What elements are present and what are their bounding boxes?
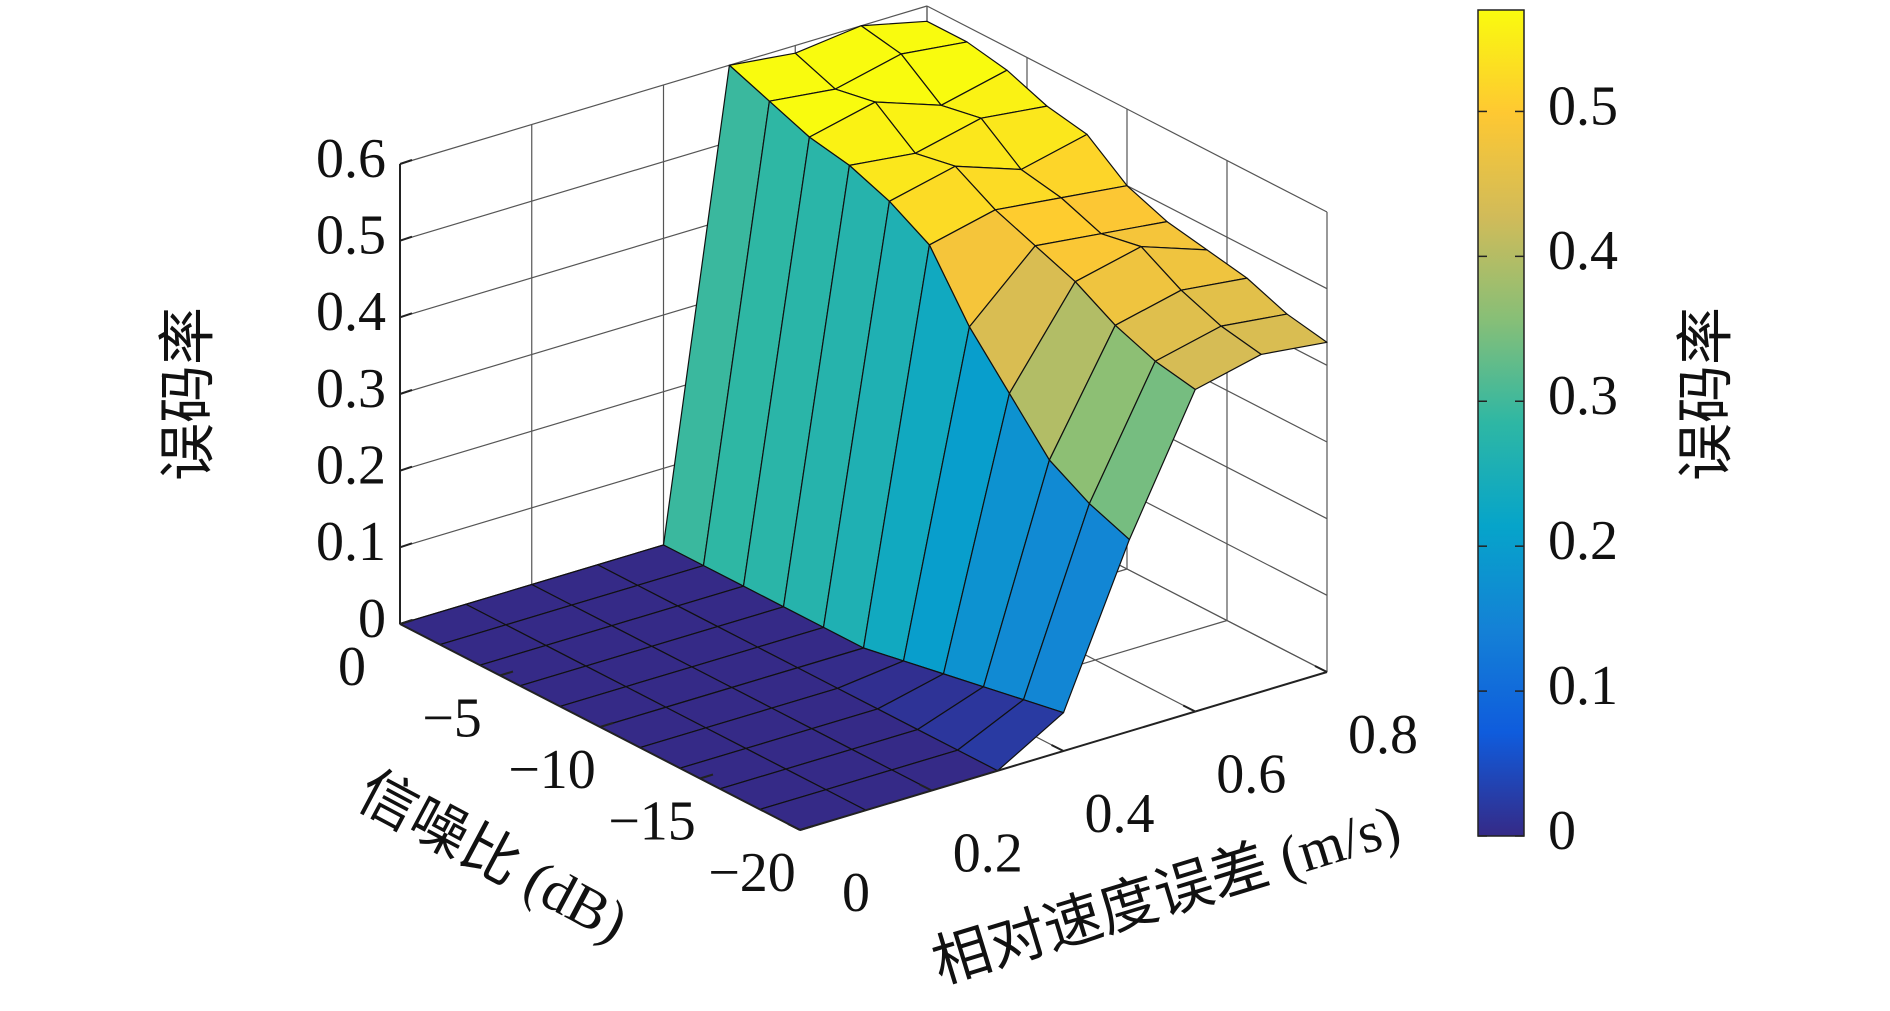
z-tick-label: 0.3 xyxy=(316,358,386,420)
surface xyxy=(399,20,1328,831)
z-tick-label: 0.2 xyxy=(316,435,386,497)
axes: 0 0.1 0.2 0.3 0.4 0.5 0.6 0 −5 −10−15−20 0 0.2 0.4 0.… xyxy=(316,128,1418,924)
y-tick xyxy=(1051,744,1064,752)
colorbar-tick-label: 0.3 xyxy=(1548,365,1618,427)
x-tick-label: 0 xyxy=(338,636,366,698)
z-tick-label: 0.4 xyxy=(316,281,386,343)
y-tick xyxy=(1182,704,1196,713)
z-tick-label: 0.1 xyxy=(316,511,386,573)
x-tick xyxy=(599,722,614,728)
colorbar-tick-label: 0.4 xyxy=(1548,220,1618,282)
y-tick-label: 0 xyxy=(842,862,870,924)
z-tick-label: 0 xyxy=(358,588,386,650)
colorbar-label: 误码率 xyxy=(1673,307,1738,481)
grid-line xyxy=(399,5,928,165)
grid-line xyxy=(926,5,1328,213)
y-tick xyxy=(1314,665,1328,673)
z-axis-label: 误码率 xyxy=(155,307,220,481)
colorbar-tick-label: 0.2 xyxy=(1548,510,1618,572)
colorbar-tick-label: 0.1 xyxy=(1548,655,1618,717)
z-tick-label: 0.6 xyxy=(316,128,386,190)
x-tick-label: −5 xyxy=(422,687,482,749)
y-tick-label: 0.8 xyxy=(1348,704,1418,766)
colorbar-tick-label: 0 xyxy=(1548,800,1576,862)
y-tick-label: 0.2 xyxy=(953,822,1023,884)
x-tick-label: −20 xyxy=(708,842,796,904)
z-tick xyxy=(399,389,413,395)
y-tick-label: 0.6 xyxy=(1216,743,1286,805)
z-tick-label: 0.5 xyxy=(316,205,386,267)
colorbar-tick-label: 0.5 xyxy=(1548,75,1618,137)
x-tick xyxy=(399,619,414,625)
z-tick xyxy=(399,465,413,472)
x-tick-label: −15 xyxy=(608,790,696,852)
x-tick xyxy=(499,670,514,677)
y-tick xyxy=(919,783,933,792)
z-tick xyxy=(399,159,413,165)
z-tick xyxy=(399,235,413,242)
y-tick-label: 0.4 xyxy=(1085,783,1155,845)
colorbar xyxy=(1477,9,1525,837)
x-tick xyxy=(699,773,714,780)
z-tick xyxy=(399,312,413,319)
y-tick xyxy=(787,823,801,831)
x-tick-label: −10 xyxy=(508,739,596,801)
z-tick xyxy=(399,542,413,549)
x-tick xyxy=(799,825,814,831)
